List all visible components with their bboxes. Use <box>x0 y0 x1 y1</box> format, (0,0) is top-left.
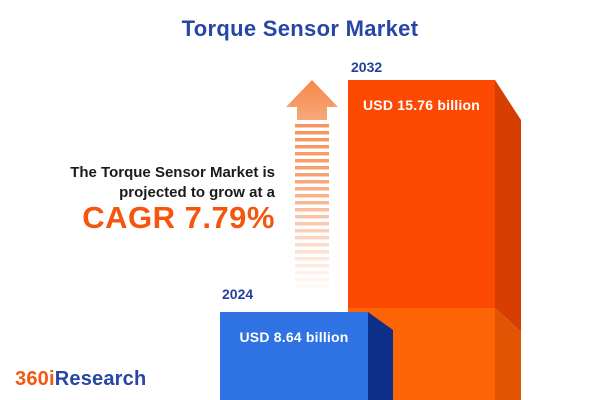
page-title: Torque Sensor Market <box>181 16 419 41</box>
bar-2024-value-label: USD 8.64 billion <box>239 329 349 345</box>
growth-arrow-head-icon <box>286 80 338 120</box>
logo-360i: 360i <box>15 368 55 390</box>
headline-line-2: projected to grow at a <box>119 184 275 201</box>
bar-2024-3d-side <box>368 312 393 400</box>
bar-2024-face: USD 8.64 billion <box>220 312 368 400</box>
bar-2032-face-top: USD 15.76 billion <box>348 80 495 308</box>
brand-logo: 360iResearch <box>15 368 146 391</box>
bar-2032-value-label: USD 15.76 billion <box>363 97 480 113</box>
year-label-2032: 2032 <box>351 59 383 75</box>
cagr-value: CAGR 7.79% <box>82 200 275 235</box>
year-label-2024: 2024 <box>222 286 254 302</box>
growth-arrow-dashed-trail <box>295 124 329 294</box>
bar-2032-3d-side <box>495 80 521 400</box>
headline-text: The Torque Sensor Market is projected to… <box>40 163 275 203</box>
logo-research: Research <box>54 368 147 390</box>
headline-line-1: The Torque Sensor Market is <box>70 164 275 181</box>
